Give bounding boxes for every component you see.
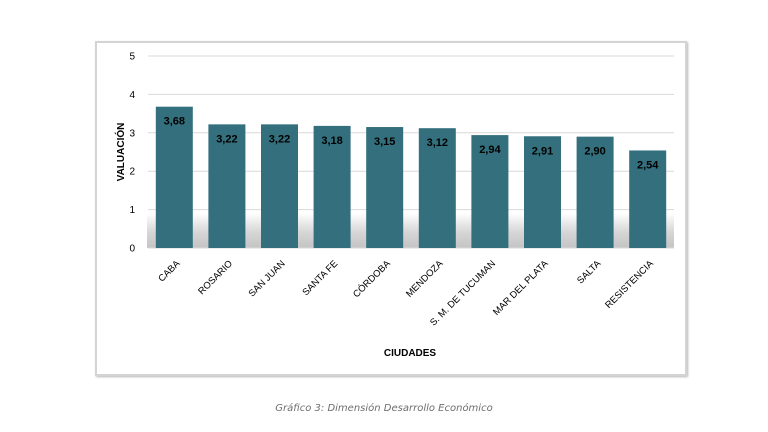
bar [629, 150, 667, 248]
x-tick-label: MAR DEL PLATA [491, 258, 551, 318]
bar-value-label: 3,18 [321, 135, 342, 147]
bar [313, 125, 351, 248]
x-tick-label: MENDOZA [404, 258, 446, 300]
figure-caption: Gráfico 3: Dimensión Desarrollo Económic… [275, 403, 493, 414]
bar-value-label: 3,12 [427, 137, 448, 149]
x-tick-label: SANTA FE [300, 258, 340, 298]
y-tick-label: 2 [129, 167, 135, 178]
bar-value-label: 3,22 [216, 133, 237, 145]
bar [155, 106, 193, 248]
x-axis-title: CIUDADES [384, 348, 437, 359]
y-tick-label: 5 [129, 52, 135, 63]
y-tick-label: 1 [129, 205, 135, 216]
bar [524, 136, 561, 248]
y-tick-label: 0 [129, 244, 135, 255]
y-axis-title: VALUACIÓN [114, 123, 127, 182]
y-tick-label: 4 [129, 90, 135, 101]
y-tick-label: 3 [129, 128, 135, 139]
bar-value-label: 2,54 [637, 159, 659, 171]
bar [576, 136, 614, 248]
x-tick-label: CÓRDOBA [351, 258, 393, 300]
x-tick-label: SAN JUAN [247, 258, 288, 299]
bar [366, 127, 404, 248]
bar-value-label: 3,15 [374, 136, 395, 148]
bar [418, 128, 456, 248]
bar [208, 124, 246, 248]
x-tick-label: SALTA [575, 258, 604, 287]
bar-value-label: 3,22 [269, 133, 290, 145]
bar [471, 135, 509, 248]
bar-value-label: 2,90 [584, 146, 605, 158]
x-tick-label: RESISTENCIA [603, 258, 656, 311]
x-tick-label: ROSARIO [196, 258, 235, 297]
bar-value-label: 2,91 [532, 145, 553, 157]
bar-value-label: 2,94 [479, 144, 501, 156]
bar-value-label: 3,68 [164, 116, 185, 128]
x-tick-label: CABA [156, 258, 183, 285]
bar [261, 124, 298, 248]
